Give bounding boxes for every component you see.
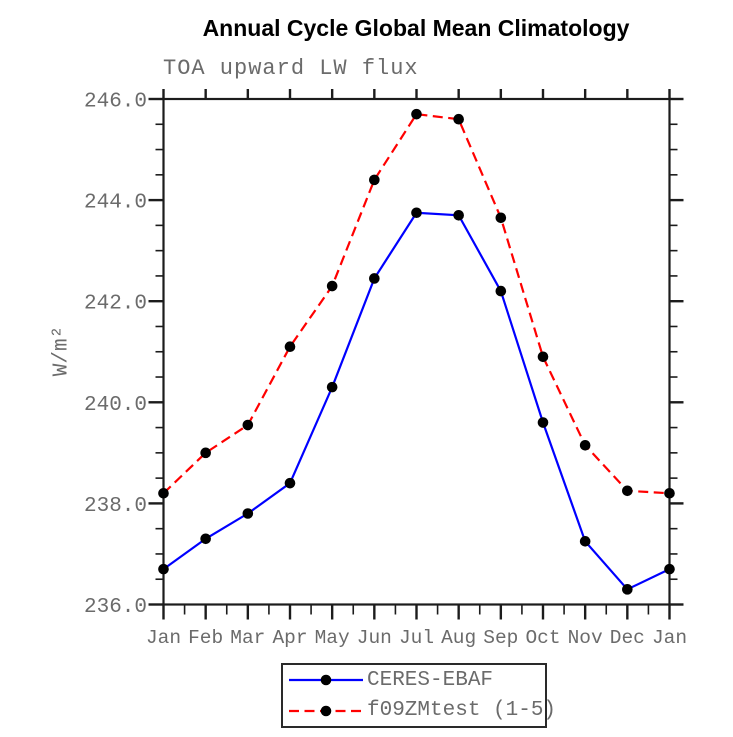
- data-point: [411, 108, 422, 120]
- chart-title: Annual Cycle Global Mean Climatology: [202, 15, 630, 41]
- x-tick-label: May: [315, 627, 350, 649]
- data-point: [579, 439, 591, 451]
- y-tick-label: 240.0: [84, 394, 147, 417]
- y-tick-label: 238.0: [84, 495, 147, 518]
- legend-label: CERES-EBAF: [367, 668, 494, 692]
- y-tick-label: 242.0: [84, 293, 147, 316]
- legend-item-ceres-ebaf: CERES-EBAF: [283, 665, 545, 695]
- legend-item-f09zmtest: f09ZMtest (1-5): [283, 696, 556, 726]
- x-tick-label: Feb: [188, 627, 223, 649]
- data-point: [622, 485, 633, 497]
- data-point: [242, 419, 254, 431]
- x-tick-label: Jul: [399, 627, 434, 649]
- data-point: [284, 341, 296, 352]
- x-tick-label: Jan: [146, 627, 181, 649]
- data-point: [537, 351, 549, 363]
- data-point: [495, 212, 507, 224]
- x-tick-label: Aug: [441, 627, 476, 649]
- data-point: [326, 280, 338, 292]
- legend-marker: [320, 705, 332, 717]
- data-point: [579, 536, 591, 547]
- x-tick-label: Nov: [568, 627, 603, 649]
- data-point: [242, 508, 254, 519]
- data-point: [369, 273, 380, 284]
- series-line-ceres-ebaf: [162, 211, 670, 591]
- data-point: [158, 563, 169, 575]
- data-point: [664, 563, 675, 575]
- data-point: [326, 381, 338, 393]
- axis-frame: [162, 97, 671, 606]
- x-tick-label: Mar: [230, 627, 265, 649]
- data-point: [453, 209, 464, 221]
- data-point: [411, 207, 422, 219]
- legend: CERES-EBAF f09ZMtest (1-5): [281, 663, 556, 728]
- x-tick-label: Apr: [272, 627, 307, 649]
- data-point: [284, 477, 296, 489]
- data-point: [200, 447, 211, 459]
- data-point: [495, 285, 507, 297]
- y-tick-label: 236.0: [84, 596, 147, 619]
- data-point: [158, 487, 169, 499]
- data-point: [453, 113, 464, 125]
- series-line-f09zmtest-1-5-: [162, 112, 670, 495]
- data-point: [200, 533, 211, 545]
- x-tick-label: Jan: [652, 627, 687, 649]
- x-tick-label: Sep: [483, 627, 518, 649]
- x-tick-label: Jun: [357, 627, 392, 649]
- data-point: [369, 174, 380, 186]
- chart-subtitle: TOA upward LW flux: [163, 56, 419, 81]
- data-point: [664, 487, 675, 499]
- legend-line-sample-icon: [289, 674, 363, 686]
- data-point: [537, 417, 549, 428]
- legend-label: f09ZMtest (1-5): [367, 699, 557, 723]
- legend-line-sample-icon: [289, 705, 363, 717]
- x-tick-label: Oct: [525, 627, 560, 649]
- y-tick-label: 246.0: [84, 91, 147, 114]
- legend-marker: [320, 674, 332, 686]
- x-tick-label: Dec: [610, 627, 645, 649]
- y-tick-label: 244.0: [84, 192, 147, 215]
- data-point: [622, 584, 633, 595]
